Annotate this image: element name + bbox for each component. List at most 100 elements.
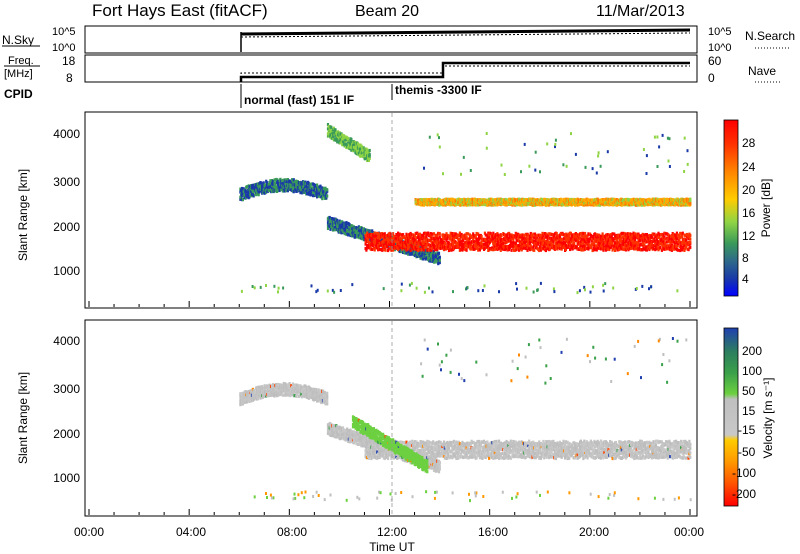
scatter-cell: [498, 290, 500, 294]
echo-cell: [478, 244, 481, 248]
echo-cell: [658, 242, 661, 246]
echo-cell: [575, 234, 578, 238]
echo-cell: [562, 243, 565, 247]
echo-cell: [354, 145, 357, 149]
echo-cell: [568, 234, 571, 238]
echo-cell: [687, 248, 690, 252]
echo-cell: [442, 248, 446, 252]
echo-cell: [241, 198, 244, 202]
echo-cell: [392, 232, 395, 236]
echo-cell: [503, 247, 507, 252]
echo-cell: [539, 248, 542, 252]
scatter-cell: [408, 283, 411, 287]
echo-cell: [678, 233, 681, 238]
echo-cell: [310, 186, 313, 190]
echo-cell: [523, 197, 526, 202]
echo-cell: [455, 243, 458, 247]
echo-cell: [555, 245, 558, 249]
scatter-cell: [570, 132, 572, 136]
echo-cell: [542, 233, 545, 238]
echo-cell: [547, 242, 550, 246]
echo-cell: [620, 247, 623, 251]
echo-cell: [427, 248, 431, 252]
echo-cell: [492, 242, 495, 246]
scatter-cell: [485, 146, 488, 150]
scatter-cell: [483, 284, 486, 288]
echo-cell: [669, 243, 672, 247]
echo-cell: [486, 237, 489, 241]
velocity-echoes: [239, 337, 692, 503]
echo-cell: [383, 239, 386, 243]
echo-cell: [608, 247, 611, 252]
echo-cell: [317, 194, 320, 198]
echo-cell: [627, 244, 630, 248]
echo-cell: [607, 239, 610, 243]
echo-cell: [367, 158, 370, 162]
echo-cell: [523, 246, 526, 250]
scatter-cell: [666, 136, 669, 140]
echo-cell: [480, 234, 483, 239]
echo-cell: [527, 233, 530, 237]
echo-cell: [432, 232, 436, 236]
echo-cell: [543, 244, 547, 248]
scatter-cell: [648, 287, 650, 291]
echo-cell: [689, 202, 692, 206]
scatter-cell: [584, 288, 586, 292]
echo-cell: [464, 233, 467, 238]
echo-cell: [424, 254, 427, 258]
echo-cell: [514, 241, 517, 245]
power-panel: Slant Range [km] 4000 3000 2000 1000 28 …: [16, 111, 773, 309]
echo-cell: [372, 243, 375, 248]
echo-cell: [638, 245, 641, 249]
scatter-cell: [240, 289, 243, 293]
echo-cell: [659, 245, 662, 249]
echo-cell: [573, 235, 576, 239]
echo-cell: [409, 241, 412, 245]
echo-cell: [609, 245, 613, 249]
echo-cell: [477, 232, 480, 236]
echo-cell: [430, 244, 433, 248]
echo-cell: [362, 149, 365, 153]
echo-cell: [368, 148, 371, 153]
echo-cell: [248, 195, 251, 199]
echo-cell: [245, 398, 248, 402]
echo-cell: [544, 248, 547, 253]
echo-cell: [605, 238, 608, 242]
echo-cell: [368, 241, 371, 245]
scatter-cell: [554, 138, 557, 142]
echo-cell: [266, 389, 269, 394]
echo-cell: [427, 256, 431, 260]
echo-cell: [296, 392, 299, 396]
noise-left-label: N.Sky: [2, 33, 34, 47]
echo-cell: [426, 251, 429, 255]
echo-cell: [508, 248, 511, 252]
echo-cell: [527, 244, 530, 248]
echo-cell: [281, 393, 284, 397]
echo-cell: [680, 233, 683, 237]
power-colorbar-ticks: 28 24 20 16 12 8 4: [742, 136, 756, 286]
echo-cell: [262, 181, 265, 185]
echo-cell: [620, 240, 623, 244]
echo-cell: [500, 234, 503, 238]
cpid-mode-2: themis -3300 IF: [395, 83, 482, 97]
echo-cell: [495, 238, 498, 242]
echo-cell: [438, 235, 441, 239]
echo-cell: [662, 239, 665, 243]
echo-cell: [276, 178, 279, 182]
echo-cell: [398, 232, 401, 236]
noise-panel: N.Sky 10^5 10^0 10^5 10^0 N.Search: [2, 25, 795, 54]
echo-cell: [271, 179, 274, 183]
scatter-cell: [503, 173, 506, 176]
echo-cell: [372, 235, 375, 239]
scatter-cell: [534, 168, 537, 172]
echo-cell: [575, 238, 578, 243]
echo-cell: [251, 391, 254, 395]
echo-cell: [377, 244, 380, 248]
echo-cell: [441, 238, 444, 242]
echo-cell: [592, 234, 595, 238]
echo-cell: [655, 243, 658, 247]
echo-cell: [573, 241, 576, 245]
scatter-cell: [466, 286, 469, 290]
echo-cell: [496, 235, 499, 239]
echo-cell: [253, 186, 256, 191]
